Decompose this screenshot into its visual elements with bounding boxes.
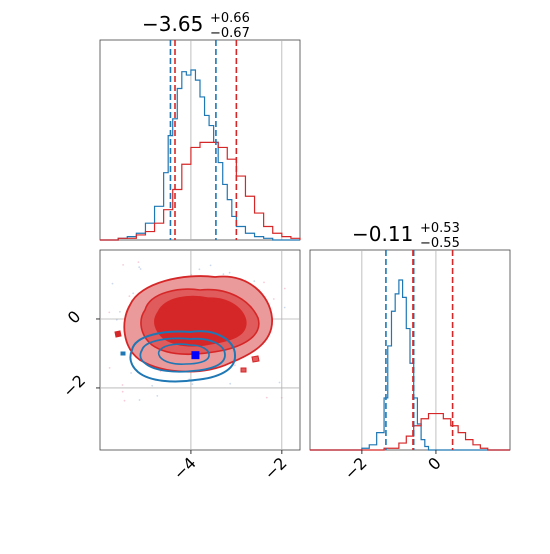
- tick-label-joint-y-1: 0: [64, 307, 85, 328]
- scatter-dot: [111, 282, 114, 285]
- scatter-dot: [130, 372, 133, 374]
- qlines-marginal-2: [385, 250, 454, 450]
- red-contour-inner: [154, 295, 247, 347]
- scatter-dot: [108, 311, 111, 314]
- title-param-1-plus: +0.66: [210, 11, 250, 26]
- scatter-dot: [263, 281, 265, 284]
- blue-contours: [120, 330, 237, 383]
- scatter-dot: [253, 280, 256, 282]
- scatter-dot: [265, 396, 268, 399]
- scatter-dot: [123, 399, 126, 402]
- title-param-1-median: −3.65: [142, 12, 203, 36]
- title-param-2-median: −0.11: [352, 222, 413, 246]
- scatter-dot: [198, 268, 201, 271]
- scatter-dot: [209, 264, 212, 267]
- qlines-marginal-1: [169, 40, 238, 240]
- tick-label-joint-x-0: −4: [170, 453, 200, 483]
- scatter-dot: [228, 271, 231, 274]
- hist-group-marginal-1: [100, 69, 301, 241]
- red-contour-island-left: [114, 330, 122, 338]
- scatter-dot: [138, 266, 141, 269]
- scatter-dot: [121, 390, 124, 393]
- ticks-joint-y: −2 0: [59, 307, 100, 401]
- hist-p2-series-1: [310, 412, 510, 451]
- scatter-dot: [138, 399, 141, 401]
- title-param-2-plus: +0.53: [420, 221, 460, 236]
- hist-p1-series-1: [100, 141, 301, 241]
- tick-label-joint-x-1: −2: [261, 453, 291, 483]
- scatter-dot: [234, 364, 236, 367]
- scatter-dot: [156, 395, 159, 397]
- scatter-dot: [119, 310, 121, 313]
- scatter-dot: [191, 383, 194, 385]
- red-contour-island-right: [251, 355, 260, 363]
- blue-contour-middle: [139, 337, 226, 373]
- scatter-dot: [128, 295, 131, 298]
- scatter-dot: [139, 268, 142, 270]
- scatter-dot: [137, 261, 140, 263]
- scatter-dot: [121, 384, 124, 386]
- scatter-dot: [122, 264, 124, 266]
- hist-p2-series-0: [310, 279, 510, 451]
- scatter-dot: [272, 298, 275, 300]
- tick-label-marginal-2-x-0: −2: [341, 453, 371, 483]
- scatter-dot: [132, 292, 135, 295]
- blue-contour-island: [120, 351, 126, 356]
- scatter-dot: [283, 287, 286, 290]
- panel-marginal-1: [99, 39, 301, 241]
- grid-marginal-2: [361, 250, 437, 450]
- panel-marginal-2: [309, 249, 511, 451]
- marker-2d-0: [191, 351, 200, 360]
- marker-2d-1: [207, 314, 216, 323]
- blue-contour-inner: [157, 343, 210, 365]
- title-param-1-minus: −0.67: [210, 26, 250, 41]
- scatter-dot: [222, 273, 225, 275]
- scatter-dot: [108, 367, 111, 369]
- title-param-2-minus: −0.55: [420, 236, 460, 251]
- panel-frame-marginal-1: [99, 39, 301, 241]
- panel-joint: [99, 249, 301, 451]
- hist-group-marginal-2: [310, 279, 510, 451]
- scatter-dot: [151, 384, 154, 387]
- tick-label-marginal-2-x-1: 0: [424, 453, 445, 474]
- blue-contour-outer: [129, 330, 237, 383]
- markers-2d: [191, 314, 216, 360]
- hist-p1-series-0: [100, 69, 300, 241]
- ticks-joint-x: −4 −2: [170, 450, 291, 484]
- scatter-dot: [278, 381, 281, 384]
- tick-label-joint-y-0: −2: [59, 371, 89, 401]
- scatter-dot: [283, 306, 286, 309]
- scatter-dot: [229, 382, 232, 385]
- ticks-marginal-2-x: −2 0: [341, 450, 445, 484]
- red-contour-island-bottom: [240, 367, 247, 373]
